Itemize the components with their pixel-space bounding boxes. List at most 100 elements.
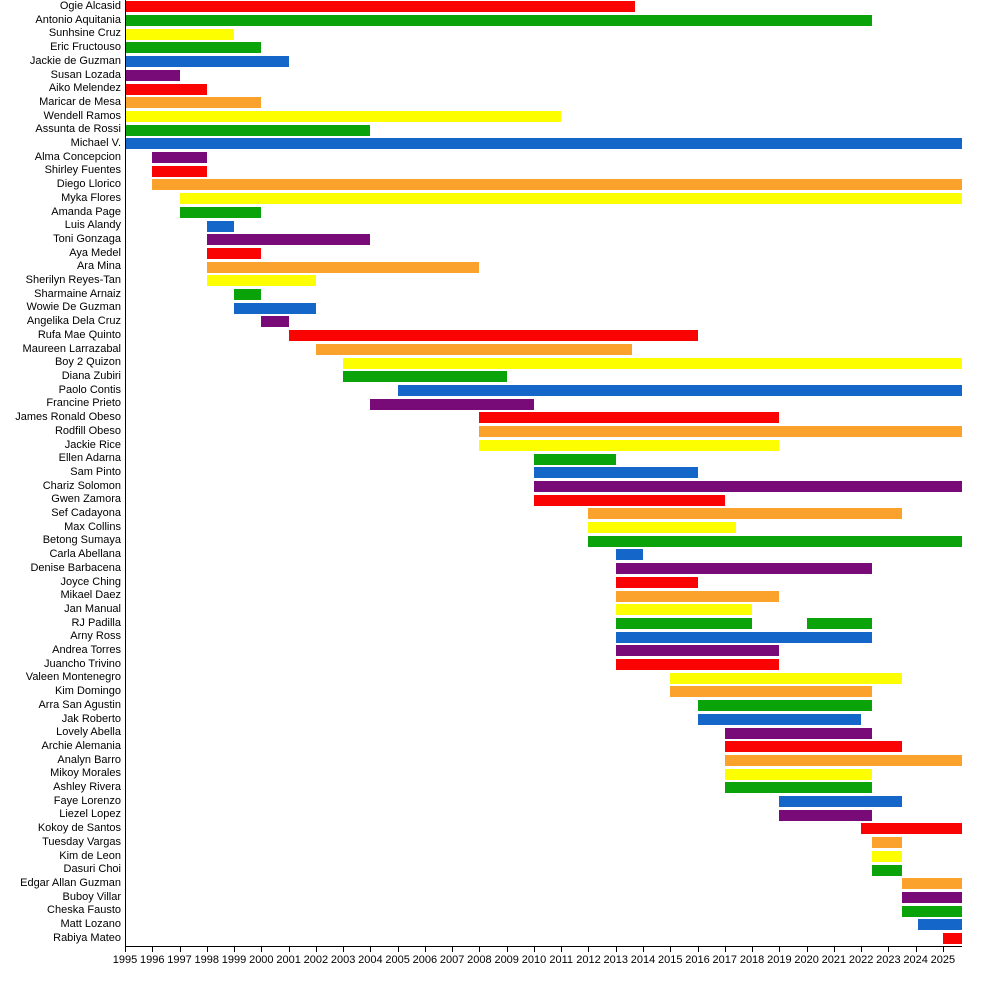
timeline-track	[125, 466, 962, 480]
timeline-track	[125, 14, 962, 28]
timeline-row: Ara Mina	[0, 260, 962, 274]
timeline-track	[125, 41, 962, 55]
axis-tick-label: 1997	[167, 954, 192, 966]
timeline-row: Buboy Villar	[0, 891, 962, 905]
timeline-track	[125, 123, 962, 137]
person-label: Max Collins	[64, 520, 121, 533]
timeline-track	[125, 233, 962, 247]
timeline-row: Shirley Fuentes	[0, 164, 962, 178]
timeline-row: Alma Concepcion	[0, 151, 962, 165]
person-label: Aiko Melendez	[48, 82, 121, 95]
timeline-row: Max Collins	[0, 521, 962, 535]
person-label: Matt Lozano	[60, 918, 121, 931]
timeline-track	[125, 452, 962, 466]
timeline-bar	[615, 645, 780, 657]
person-label: RJ Padilla	[71, 616, 121, 629]
timeline-bar	[724, 727, 873, 739]
timeline-bar	[206, 247, 262, 259]
timeline-track	[125, 315, 962, 329]
person-label: Faye Lorenzo	[53, 794, 121, 807]
axis-tick-label: 2004	[358, 954, 383, 966]
axis-tick	[315, 947, 317, 952]
timeline-bar	[872, 837, 902, 849]
timeline-row: Analyn Barro	[0, 754, 962, 768]
timeline-row: Sunhsine Cruz	[0, 27, 962, 41]
timeline-bar	[615, 604, 753, 616]
person-label: Sef Cadayona	[51, 507, 121, 520]
person-label: Boy 2 Quizon	[54, 356, 121, 369]
timeline-row: Andrea Torres	[0, 644, 962, 658]
axis-tick	[724, 947, 726, 952]
person-label: Myka Flores	[61, 191, 121, 204]
person-label: Archie Alemania	[41, 739, 122, 752]
timeline-bar	[479, 439, 780, 451]
timeline-track	[125, 836, 962, 850]
person-label: Sam Pinto	[70, 465, 121, 478]
timeline-bar	[288, 330, 698, 342]
timeline-bar	[125, 69, 180, 81]
timeline-row: Assunta de Rossi	[0, 123, 962, 137]
timeline-track	[125, 589, 962, 603]
timeline-track	[125, 288, 962, 302]
timeline-row: Antonio Aquitania	[0, 14, 962, 28]
timeline-track	[125, 82, 962, 96]
axis-tick-label: 1998	[194, 954, 220, 966]
timeline-bar	[615, 576, 698, 588]
axis-tick-label: 2014	[630, 954, 656, 966]
axis-tick-label: 1996	[140, 954, 165, 966]
timeline-bar	[615, 617, 753, 629]
timeline-track	[125, 767, 962, 781]
timeline-track	[125, 932, 962, 946]
axis-tick-label: 2010	[521, 954, 547, 966]
timeline-track	[125, 904, 962, 918]
person-label: Aya Medel	[69, 246, 121, 259]
timeline-row: Susan Lozada	[0, 69, 962, 83]
timeline-row: Sam Pinto	[0, 466, 962, 480]
axis-tick	[533, 947, 535, 952]
timeline-row: Kim Domingo	[0, 685, 962, 699]
person-label: Susan Lozada	[50, 68, 121, 81]
person-label: Rufa Mae Quinto	[37, 328, 121, 341]
person-label: Eric Fructouso	[50, 41, 121, 54]
axis-tick	[588, 947, 590, 952]
timeline-bar	[615, 563, 872, 575]
timeline-bar	[125, 28, 235, 40]
person-label: Maureen Larrazabal	[22, 342, 121, 355]
person-label: Jackie Rice	[64, 438, 121, 451]
timeline-row: Eric Fructouso	[0, 41, 962, 55]
timeline-bar	[724, 782, 873, 794]
timeline-row: Mikael Daez	[0, 589, 962, 603]
timeline-bar	[872, 850, 902, 862]
person-label: Liezel Lopez	[59, 808, 121, 821]
timeline-bar	[670, 672, 902, 684]
timeline-row: Faye Lorenzo	[0, 795, 962, 809]
timeline-row: Michael V.	[0, 137, 962, 151]
axis-tick-label: 2009	[494, 954, 519, 966]
timeline-row: Jackie Rice	[0, 439, 962, 453]
timeline-track	[125, 548, 962, 562]
timeline-track	[125, 507, 962, 521]
axis-tick	[752, 947, 754, 952]
timeline-bar	[942, 933, 962, 945]
person-label: Ara Mina	[76, 260, 121, 273]
person-label: Angelika Dela Cruz	[26, 315, 121, 328]
axis-tick-label: 2013	[603, 954, 628, 966]
timeline-bar	[397, 384, 962, 396]
person-label: Dasuri Choi	[63, 863, 121, 876]
axis-tick	[152, 947, 154, 952]
person-label: Luis Alandy	[64, 219, 121, 232]
timeline-row: Maureen Larrazabal	[0, 343, 962, 357]
timeline-row: Wendell Ramos	[0, 110, 962, 124]
timeline-track	[125, 206, 962, 220]
person-label: Arny Ross	[70, 630, 121, 643]
person-label: Cheska Fausto	[47, 904, 121, 917]
timeline-bar	[206, 275, 316, 287]
timeline-bar	[588, 535, 962, 547]
timeline-track	[125, 822, 962, 836]
timeline-bar	[615, 631, 872, 643]
timeline-row: Archie Alemania	[0, 740, 962, 754]
person-label: Michael V.	[70, 137, 121, 150]
person-label: Alma Concepcion	[34, 150, 121, 163]
timeline-track	[125, 247, 962, 261]
timeline-track	[125, 370, 962, 384]
